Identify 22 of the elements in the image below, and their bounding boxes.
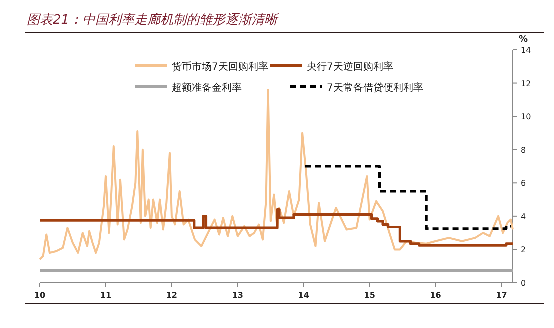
y-tick-label: 0 xyxy=(521,279,526,288)
legend-label: 7天常备借贷便利利率 xyxy=(327,82,424,94)
x-tick-label: 15 xyxy=(364,291,376,300)
x-tick-label: 14 xyxy=(298,291,310,300)
y-tick-label: 10 xyxy=(521,112,532,122)
legend-label: 超额准备金利率 xyxy=(172,82,242,94)
x-tick-label: 13 xyxy=(232,291,244,300)
y-tick-label: 6 xyxy=(521,179,526,188)
x-tick-label: 12 xyxy=(166,291,178,300)
x-tick-label: 11 xyxy=(100,291,112,300)
x-tick-label: 10 xyxy=(34,291,46,300)
x-tick-label: 16 xyxy=(430,291,442,300)
legend-label: 货币市场7天回购利率 xyxy=(172,61,268,73)
y-tick-label: 8 xyxy=(521,146,526,155)
y-tick-label: 12 xyxy=(521,79,532,88)
legend-label: 央行7天逆回购利率 xyxy=(307,61,394,73)
x-tick-label: 17 xyxy=(496,291,508,300)
y-tick-label: 14 xyxy=(521,46,532,55)
y-tick-label: 2 xyxy=(521,246,526,255)
chart-title: 图表21：中国利率走廊机制的雏形逐渐清晰 xyxy=(27,12,280,28)
y-tick-label: 4 xyxy=(521,212,526,222)
y-axis-title: % xyxy=(519,35,528,45)
